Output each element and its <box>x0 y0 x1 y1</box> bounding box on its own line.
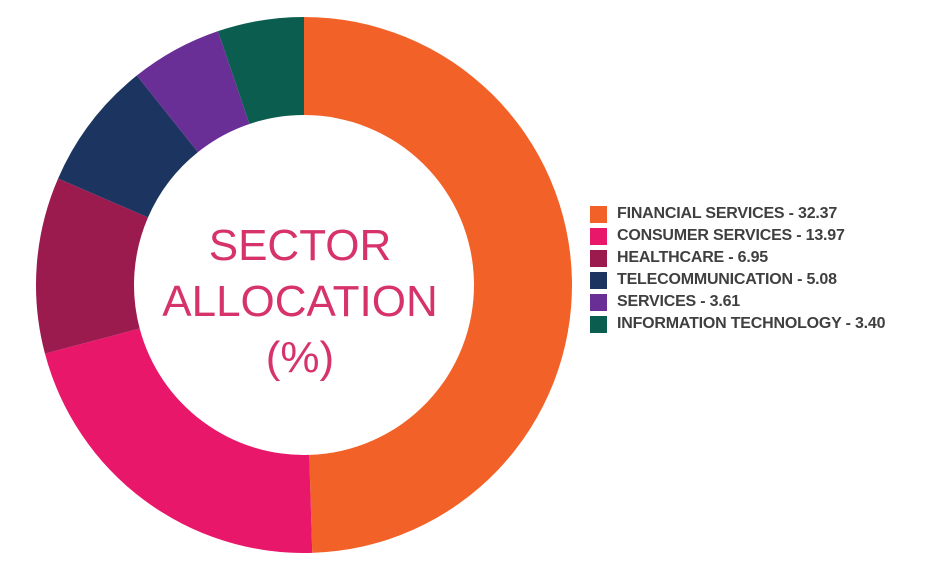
legend-label: SERVICES - 3.61 <box>617 293 740 310</box>
legend-swatch <box>590 227 607 245</box>
slice-telecommunication <box>58 75 198 218</box>
legend-label: CONSUMER SERVICES - 13.97 <box>617 227 845 244</box>
legend-swatch <box>590 293 607 311</box>
legend-swatch <box>590 271 607 289</box>
legend-label: HEALTHCARE - 6.95 <box>617 249 768 266</box>
chart-title-line-3: (%) <box>265 333 335 382</box>
slice-information-technology <box>217 17 304 124</box>
legend-item-consumer-services: CONSUMER SERVICES - 13.97 <box>590 225 945 247</box>
chart-title: SECTOR ALLOCATION (%) <box>150 218 450 386</box>
slice-healthcare <box>35 178 149 354</box>
legend-swatch <box>590 315 607 333</box>
legend-item-telecommunication: TELECOMMUNICATION - 5.08 <box>590 269 945 291</box>
chart-title-line-1: SECTOR <box>208 221 392 270</box>
slice-services <box>136 31 250 153</box>
legend-swatch <box>590 249 607 267</box>
slice-consumer-services <box>44 328 313 553</box>
legend-item-financial-services: FINANCIAL SERVICES - 32.37 <box>590 203 945 225</box>
slice-financial-services <box>304 17 572 553</box>
legend-label: INFORMATION TECHNOLOGY - 3.40 <box>617 315 886 332</box>
chart-title-line-2: ALLOCATION <box>162 277 438 326</box>
legend-item-services: SERVICES - 3.61 <box>590 291 945 313</box>
legend-item-healthcare: HEALTHCARE - 6.95 <box>590 247 945 269</box>
legend-label: TELECOMMUNICATION - 5.08 <box>617 271 837 288</box>
donut-slices <box>35 17 572 553</box>
legend-item-information-technology: INFORMATION TECHNOLOGY - 3.40 <box>590 313 945 335</box>
legend-swatch <box>590 205 607 223</box>
chart-legend: FINANCIAL SERVICES - 32.37 CONSUMER SERV… <box>590 203 945 335</box>
legend-label: FINANCIAL SERVICES - 32.37 <box>617 205 838 222</box>
